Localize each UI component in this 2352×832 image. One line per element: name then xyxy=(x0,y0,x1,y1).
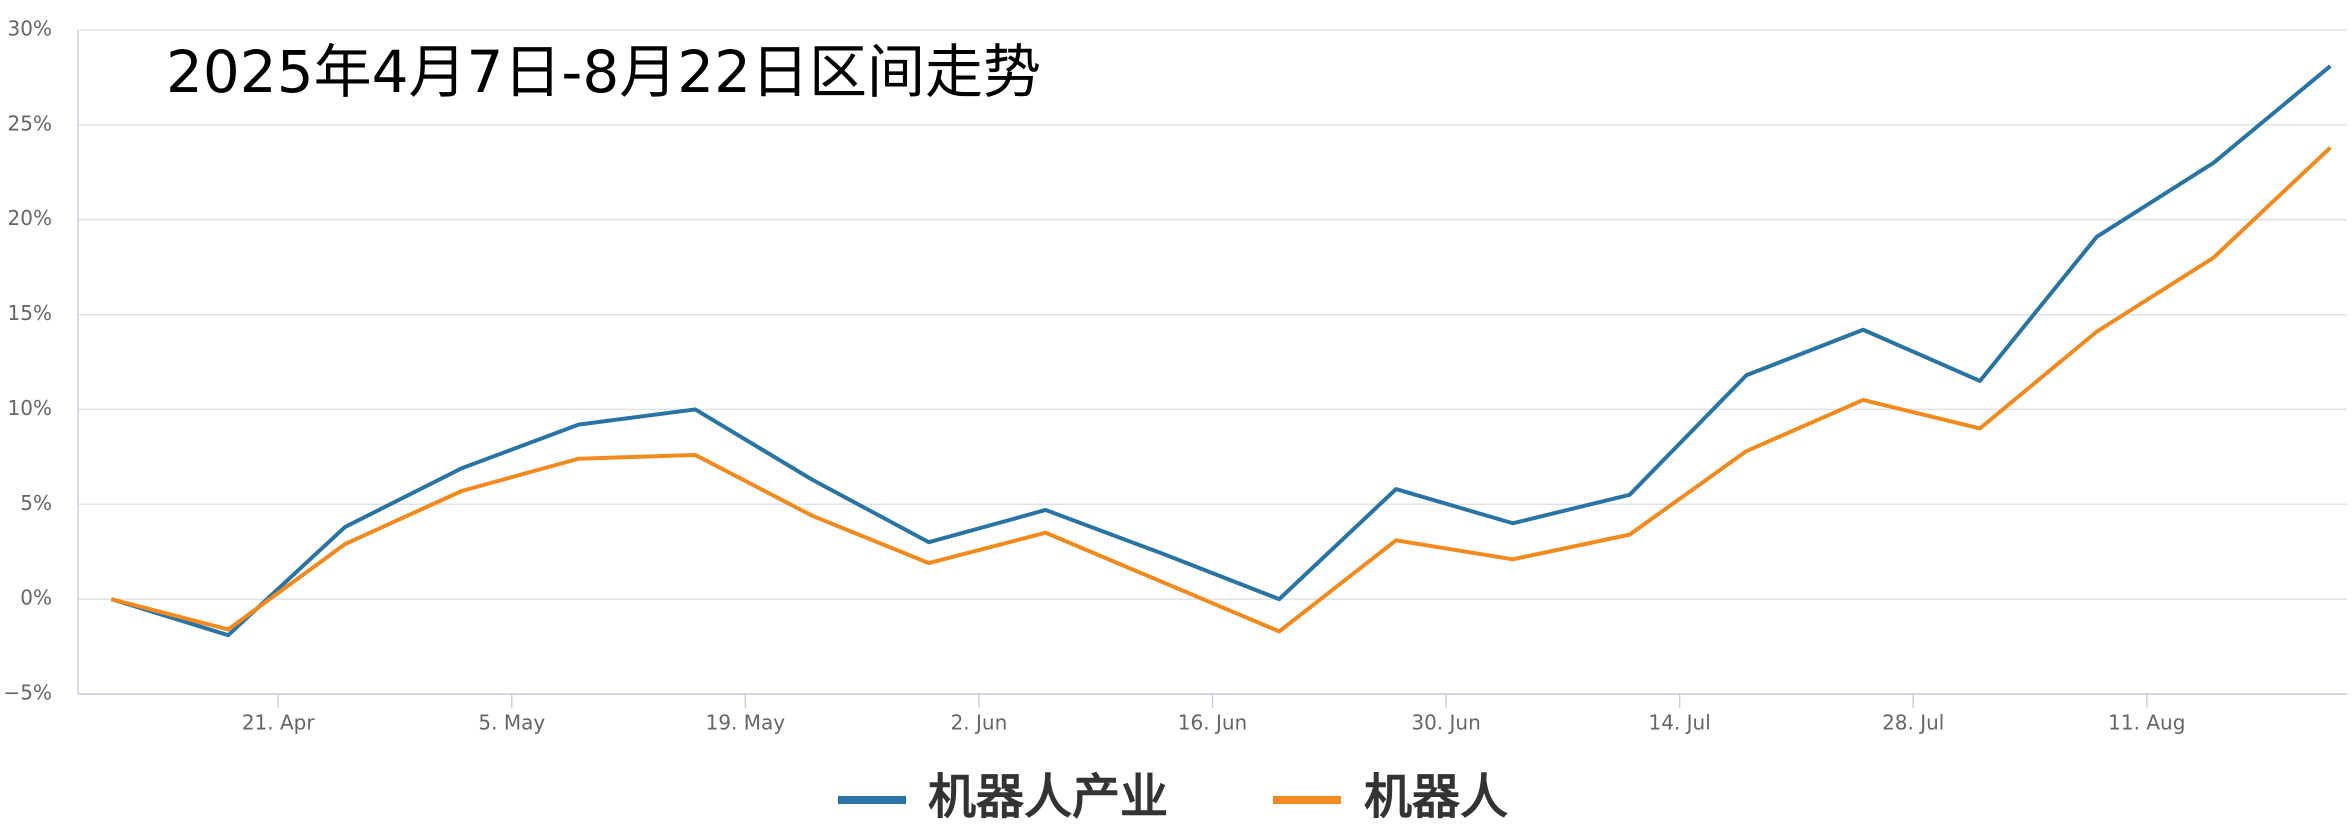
x-tick-label: 30. Jun xyxy=(1411,711,1480,735)
x-tick-label: 5. May xyxy=(478,711,545,735)
y-tick-label: −5% xyxy=(4,681,53,705)
x-tick-label: 14. Jul xyxy=(1648,711,1710,735)
x-tick-label: 11. Aug xyxy=(2108,711,2185,735)
x-tick-label: 19. May xyxy=(706,711,786,735)
y-tick-label: 5% xyxy=(20,491,52,515)
x-tick-label: 16. Jun xyxy=(1178,711,1247,735)
chart-title: 2025年4月7日-8月22日区间走势 xyxy=(166,38,1041,106)
y-tick-label: 0% xyxy=(20,586,52,610)
y-tick-label: 10% xyxy=(8,396,52,420)
series-line xyxy=(110,146,2332,634)
y-tick-label: 25% xyxy=(8,111,52,135)
y-tick-label: 20% xyxy=(8,206,52,230)
series-line xyxy=(110,64,2332,638)
y-tick-label: 30% xyxy=(8,17,52,41)
legend-label: 机器人 xyxy=(1364,769,1508,825)
x-tick-label: 28. Jul xyxy=(1882,711,1944,735)
x-tick-label: 2. Jun xyxy=(951,711,1008,735)
legend-label: 机器人产业 xyxy=(928,769,1168,825)
x-tick-label: 21. Apr xyxy=(242,711,316,735)
y-tick-label: 15% xyxy=(8,301,52,325)
plot: −5% 0% 5% 10% 15% 20% 25% 30% 21. Apr 5. May 19. M… xyxy=(4,17,2347,825)
